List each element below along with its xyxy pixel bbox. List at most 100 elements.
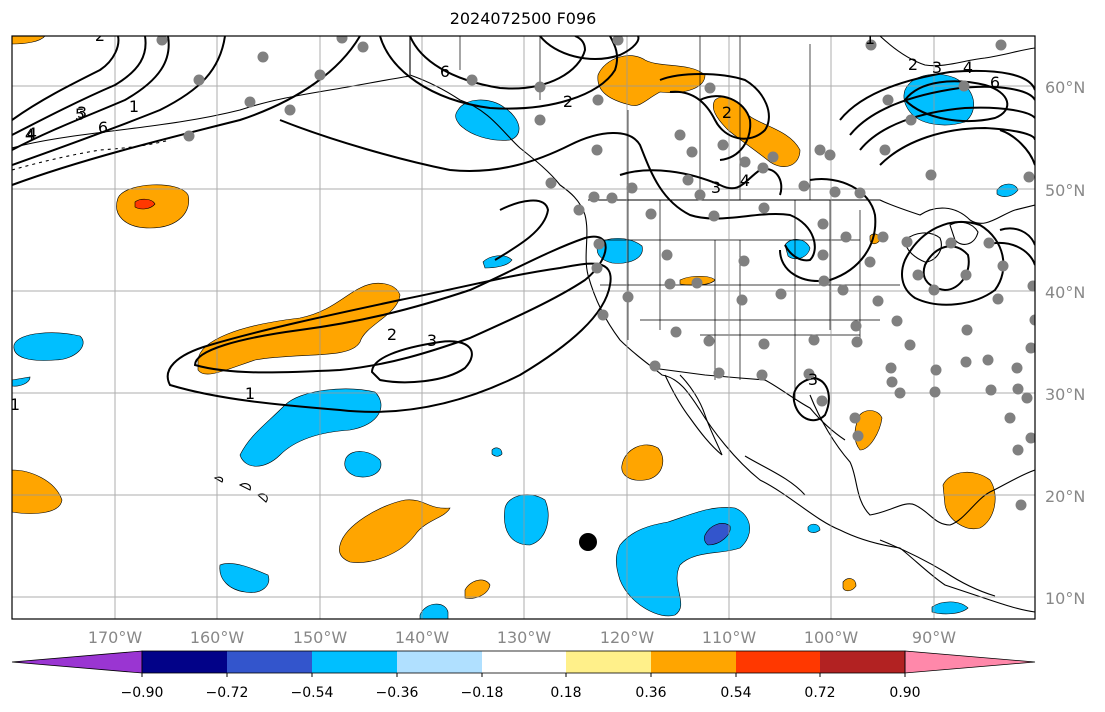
colorbar-segment [736,651,820,673]
map-frame [11,35,1036,620]
contour-3 [370,340,473,384]
station-marker [817,218,829,230]
station-marker [775,288,787,300]
station-marker [879,144,891,156]
station-marker [960,269,972,281]
station-marker [1012,444,1024,456]
contour-label: 6 [440,62,450,81]
contour-label: 2 [908,55,918,74]
latitude-label: 60°N [1045,78,1085,97]
contour-label: 6 [98,118,108,137]
colorbar-tick-label: −0.54 [291,685,334,701]
station-marker [758,338,770,350]
station-marker [925,169,937,181]
latitude-label: 40°N [1045,283,1085,302]
contour-2 [193,235,607,374]
station-marker [1027,280,1035,292]
contour-label: 1 [129,97,139,116]
station-marker [982,354,994,366]
longitude-label: 150°W [293,628,348,647]
station-marker [945,237,957,249]
station-marker [284,104,296,116]
station-marker [904,339,916,351]
station-marker [829,186,841,198]
colorbar-segment [397,651,482,673]
station-marker [257,51,269,63]
station-marker [817,249,829,261]
colorbar-segment [482,651,566,673]
station-marker [958,80,970,92]
negative-anomaly-region [13,332,84,361]
contour-label: 4 [740,171,750,190]
station-marker [156,36,168,46]
strong-negative-anomaly-region [704,523,731,546]
station-marker [877,231,889,243]
contour-gulf-of-alaska [379,36,619,110]
north-america-coastline [409,36,1035,613]
station-marker [694,189,706,201]
station-marker [736,294,748,306]
contour-2-north [494,199,550,261]
station-marker [891,315,903,327]
contour-southwest-1 [792,376,830,422]
colorbar-tick-label: −0.36 [376,685,419,701]
longitude-label: 120°W [600,628,655,647]
colorbar-segment [651,651,736,673]
colorbar-extend-high [904,650,1036,674]
colorbar-segment [227,651,312,673]
contour-lines-alaska [12,36,361,186]
station-marker [357,41,369,53]
us-canada-border [588,199,1035,224]
negative-anomaly-region [996,183,1019,197]
central-america-coastline [879,539,996,597]
station-marker [803,368,815,380]
station-marker [708,210,720,222]
station-marker [713,367,725,379]
station-marker [850,320,862,332]
station-marker [852,430,864,442]
station-marker [534,114,546,126]
station-marker [664,278,676,290]
contour-label: 2 [563,92,573,111]
strong-positive-anomaly-region [134,198,156,210]
longitude-label: 110°W [702,628,757,647]
station-marker [626,182,638,194]
station-marker [992,293,1004,305]
station-marker [851,336,863,348]
contour-label: 1 [245,384,255,403]
station-marker [622,291,634,303]
contour-label: 6 [990,73,1000,92]
positive-anomaly-region [197,282,401,375]
colorbar-segment [566,651,651,673]
station-marker [1011,362,1023,374]
station-marker [1004,412,1016,424]
station-marker [597,309,609,321]
gulf-coast [809,394,1035,526]
cyclone-position-marker [579,533,597,551]
station-marker [466,74,478,86]
station-marker [814,144,826,156]
station-marker [645,208,657,220]
contour-label: 3 [427,331,437,350]
station-marker [849,412,861,424]
longitude-label: 170°W [88,628,143,647]
station-marker [816,395,828,407]
positive-anomaly-region [842,578,857,592]
negative-anomaly-region [419,603,449,619]
colorbar-tick-label: −0.72 [206,685,249,701]
station-marker [882,94,894,106]
station-marker [606,192,618,204]
latitude-label: 30°N [1045,385,1085,404]
station-marker [649,360,661,372]
station-marker [1012,383,1024,395]
station-marker [864,256,876,268]
contour-label: 3 [711,178,721,197]
contour-label: 1 [865,29,875,48]
contour-label: 4 [27,124,37,143]
station-marker [573,204,585,216]
station-marker [593,238,605,250]
station-marker [985,384,997,396]
contour-canada-prairies [619,168,783,196]
station-marker [193,74,205,86]
station-marker [854,187,866,199]
